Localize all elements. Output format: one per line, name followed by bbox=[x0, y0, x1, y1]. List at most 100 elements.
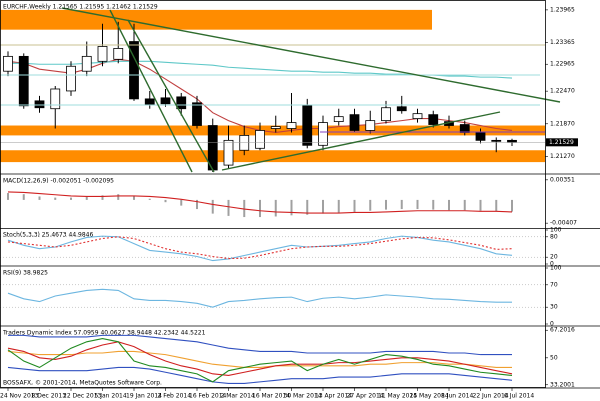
trendline bbox=[221, 111, 501, 171]
histogram-bar bbox=[495, 199, 498, 212]
candle-body bbox=[365, 120, 376, 131]
x-tick-label: 11 May 2014 bbox=[378, 393, 417, 400]
histogram-bar bbox=[101, 195, 104, 200]
last-price-label: 1.21529 bbox=[549, 139, 574, 146]
histogram-bar bbox=[479, 199, 482, 211]
histogram-bar bbox=[511, 199, 513, 212]
candle-body bbox=[81, 55, 92, 72]
y-tick-label: 30 bbox=[550, 304, 558, 311]
histogram-bar bbox=[290, 199, 293, 216]
y-tick-label: 50 bbox=[550, 354, 558, 361]
price-zone bbox=[0, 9, 432, 30]
indicator-line bbox=[7, 236, 513, 260]
y-tick-label: 70 bbox=[550, 281, 558, 288]
last-price-box bbox=[546, 138, 578, 147]
candle-body bbox=[318, 122, 328, 146]
price-zone bbox=[0, 125, 545, 136]
candle-body bbox=[333, 116, 344, 123]
indicator-line bbox=[7, 341, 513, 377]
x-tick-label: 5 Jan 2014 bbox=[95, 393, 127, 400]
histogram-bar bbox=[164, 199, 167, 203]
histogram-bar bbox=[196, 199, 198, 210]
plot-marks bbox=[0, 9, 545, 385]
candle-body bbox=[412, 113, 423, 120]
histogram-bar bbox=[85, 196, 88, 200]
x-tick-label: 16 Mar 2014 bbox=[252, 393, 290, 400]
candle-body bbox=[66, 65, 76, 92]
candle-body bbox=[192, 102, 202, 126]
x-tick-label: 6 Jul 2014 bbox=[504, 393, 534, 400]
y-tick-label: 1.21270 bbox=[550, 153, 575, 160]
x-tick-label: 30 Mar 2014 bbox=[284, 393, 322, 400]
histogram-bar bbox=[306, 199, 309, 215]
y-tick-label: 0 bbox=[550, 261, 554, 268]
x-tick-label: 22 Dec 2013 bbox=[63, 393, 102, 400]
trendline bbox=[127, 19, 215, 173]
indicator-line bbox=[7, 235, 513, 262]
x-tick-label: 2 Mar 2014 bbox=[221, 393, 255, 400]
candle-body bbox=[34, 100, 45, 109]
y-tick-label: 0 bbox=[550, 321, 554, 328]
histogram-bar bbox=[7, 193, 9, 200]
y-tick-label: 80 bbox=[550, 233, 558, 240]
histogram-bar bbox=[38, 196, 41, 200]
histogram-bar bbox=[337, 199, 340, 213]
histogram-bar bbox=[211, 199, 214, 214]
y-tick-label: 1.23365 bbox=[550, 39, 575, 46]
indicator-line bbox=[8, 334, 512, 356]
candle-body bbox=[286, 122, 297, 129]
pane-title: Traders Dynamic Index 57.0959 40.0627 38… bbox=[2, 330, 206, 337]
y-tick-label: 67.2016 bbox=[550, 327, 575, 334]
pane-title: RSI(9) 38.9825 bbox=[3, 270, 48, 277]
histogram-bar bbox=[369, 199, 372, 211]
y-tick-label: 1.22965 bbox=[550, 61, 575, 68]
candle-body bbox=[381, 107, 391, 122]
x-tick-label: 16 Feb 2014 bbox=[189, 393, 227, 400]
histogram-bar bbox=[463, 199, 466, 211]
candle-body bbox=[3, 55, 13, 72]
plot-frame bbox=[0, 0, 546, 388]
histogram-bar bbox=[432, 199, 435, 210]
y-tick-label: 100 bbox=[550, 265, 562, 272]
x-tick-label: 25 May 2014 bbox=[410, 393, 449, 400]
candle-body bbox=[302, 105, 313, 146]
indicator-line bbox=[7, 191, 513, 214]
candle-body bbox=[491, 139, 502, 142]
candle-body bbox=[144, 98, 155, 106]
y-tick-label: 1.22470 bbox=[550, 88, 575, 95]
y-tick-label: 100 bbox=[550, 227, 562, 234]
y-tick-label: 33.2001 bbox=[550, 381, 575, 388]
histogram-bar bbox=[22, 194, 25, 200]
histogram-bar bbox=[227, 199, 230, 216]
candle-body bbox=[50, 88, 61, 110]
candle-body bbox=[223, 139, 234, 166]
candle-body bbox=[239, 135, 250, 151]
y-tick-label: 1.23965 bbox=[550, 6, 575, 13]
x-tick-label: 2 Feb 2014 bbox=[158, 393, 192, 400]
indicator-line bbox=[7, 288, 513, 308]
trendline bbox=[109, 9, 193, 173]
y-tick-label: -0.00407 bbox=[550, 220, 577, 227]
pane-title: Stoch(5,3,3) 25.4673 44.9846 bbox=[3, 232, 94, 239]
candle-body bbox=[459, 124, 470, 133]
y-tick-label: 1.21870 bbox=[550, 120, 575, 127]
histogram-bar bbox=[322, 199, 324, 214]
histogram-bar bbox=[117, 194, 120, 200]
x-tick-label: 22 Jun 2014 bbox=[473, 393, 509, 400]
histogram-bar bbox=[448, 199, 450, 211]
price-zone bbox=[0, 150, 545, 163]
x-tick-label: 8 Dec 2013 bbox=[32, 393, 67, 400]
pane-frames bbox=[0, 0, 600, 389]
copyright: BOSSAFX, © 2001-2014, MetaQuotes Softwar… bbox=[3, 380, 162, 387]
histogram-bar bbox=[259, 199, 261, 218]
candle-body bbox=[475, 132, 486, 141]
histogram-bar bbox=[180, 199, 183, 206]
histogram-bar bbox=[353, 199, 356, 212]
y-tick-label: 20 bbox=[550, 254, 558, 261]
x-tick-label: 8 Jun 2014 bbox=[441, 393, 473, 400]
histogram-bar bbox=[54, 197, 57, 200]
histogram-bar bbox=[133, 196, 135, 200]
